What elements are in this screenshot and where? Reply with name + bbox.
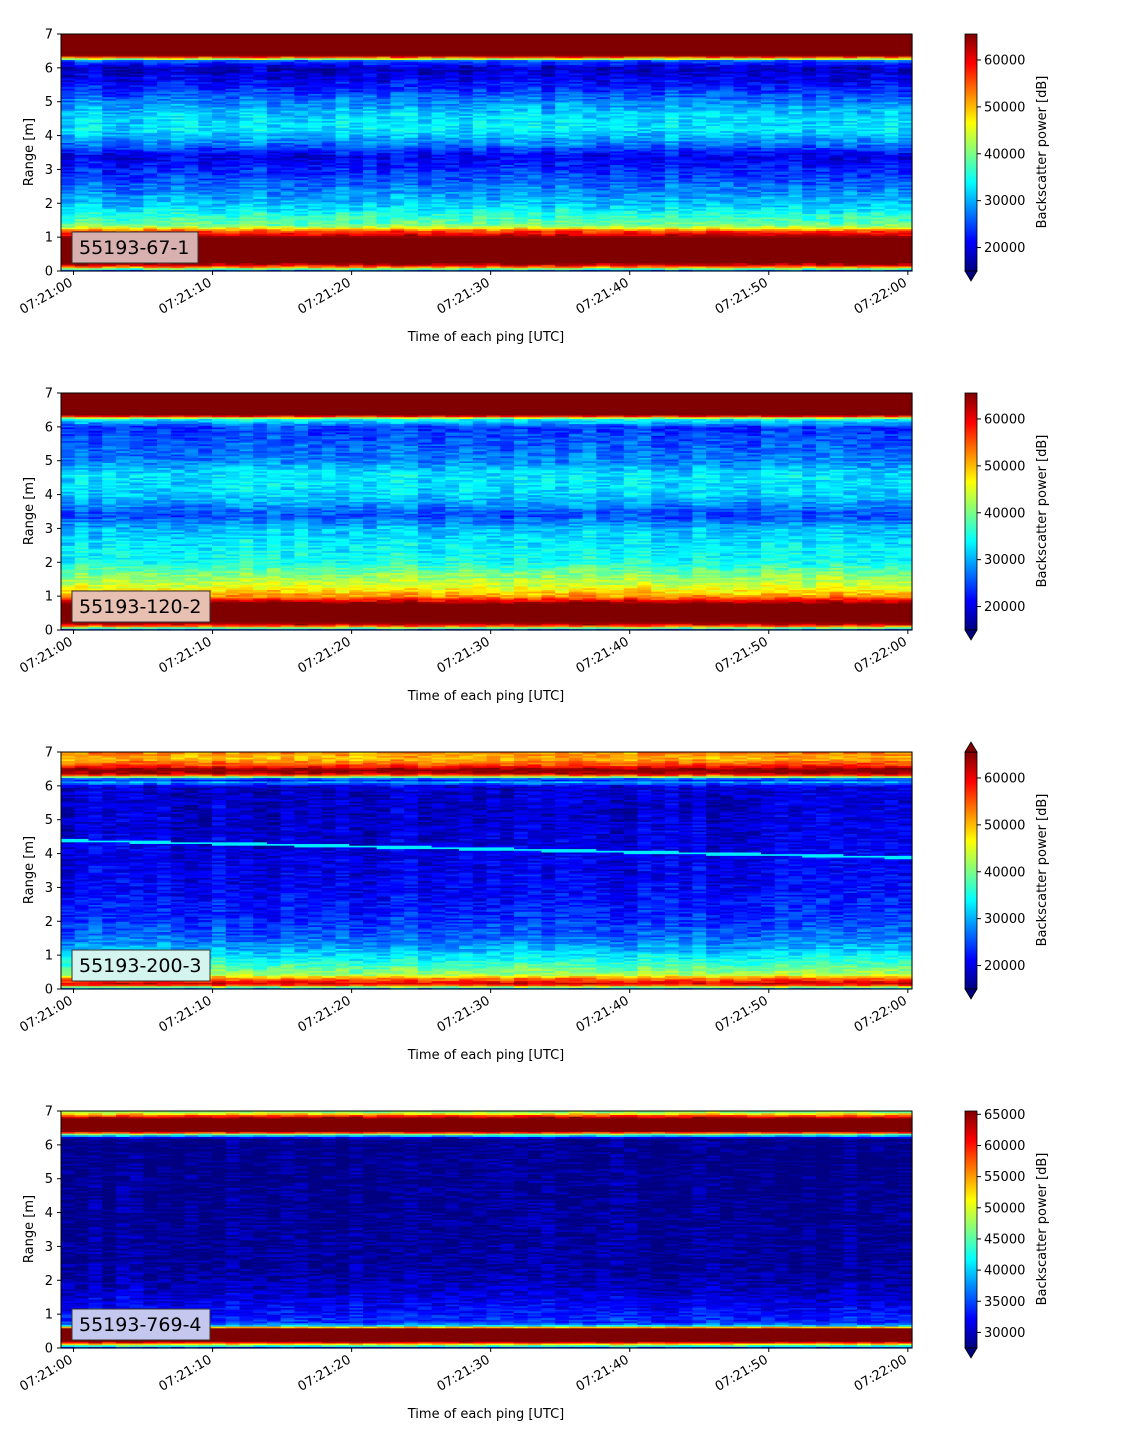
heatmap-panel-1: 01234567 07:21:00 07:21:10 07:21:20 07:21:3…	[17, 28, 1050, 346]
